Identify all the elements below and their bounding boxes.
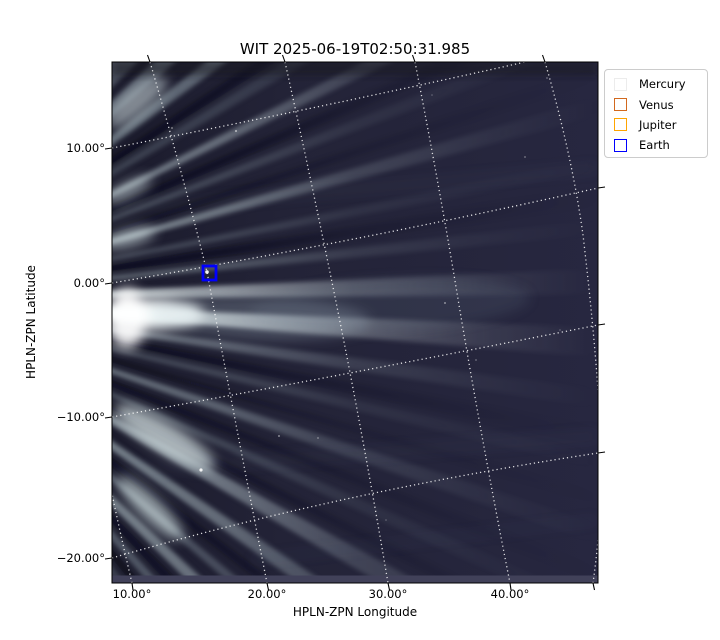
venus-marker-swatch bbox=[614, 98, 627, 112]
y-tick-label-neg10: −10.00° bbox=[56, 410, 105, 424]
legend-item-venus: Venus bbox=[614, 94, 707, 114]
legend-item-jupiter: Jupiter bbox=[614, 115, 707, 135]
sky-image bbox=[112, 62, 598, 583]
x-tick-label-20: 20.00° bbox=[247, 587, 287, 601]
legend: Mercury Venus Jupiter Earth bbox=[604, 69, 708, 158]
legend-item-earth: Earth bbox=[614, 135, 707, 155]
top-edge-band bbox=[112, 62, 598, 75]
mercury-marker-swatch bbox=[614, 77, 627, 91]
earth-marker-swatch bbox=[614, 138, 627, 152]
legend-label-jupiter: Jupiter bbox=[639, 117, 677, 132]
earth-dot bbox=[205, 270, 209, 274]
bright-glows bbox=[112, 75, 598, 564]
earth-marker bbox=[201, 264, 218, 282]
legend-label-venus: Venus bbox=[639, 97, 674, 112]
x-tick-label-10: 10.00° bbox=[112, 587, 152, 601]
y-tick-label-neg20: −20.00° bbox=[56, 551, 105, 565]
background-stars bbox=[171, 77, 561, 521]
coordinate-grid bbox=[112, 62, 598, 583]
x-axis-label: HPLN-ZPN Longitude bbox=[292, 605, 418, 619]
y-tick-label-0: 0.00° bbox=[73, 276, 105, 290]
axes-frame bbox=[111, 61, 599, 584]
x-tick-label-40: 40.00° bbox=[490, 587, 530, 601]
jupiter-marker-swatch bbox=[614, 118, 627, 132]
legend-item-mercury: Mercury bbox=[614, 74, 707, 94]
x-tick-label-30: 30.00° bbox=[368, 587, 408, 601]
y-tick-label-10: 10.00° bbox=[66, 141, 105, 155]
earth-marker-square bbox=[201, 264, 218, 282]
tick-marks bbox=[104, 54, 606, 591]
bottom-edge-strip bbox=[112, 575, 598, 583]
plot-image bbox=[104, 54, 606, 591]
legend-label-earth: Earth bbox=[639, 138, 670, 153]
legend-label-mercury: Mercury bbox=[639, 77, 686, 92]
plot-title: WIT 2025-06-19T02:50:31.985 bbox=[239, 40, 471, 58]
